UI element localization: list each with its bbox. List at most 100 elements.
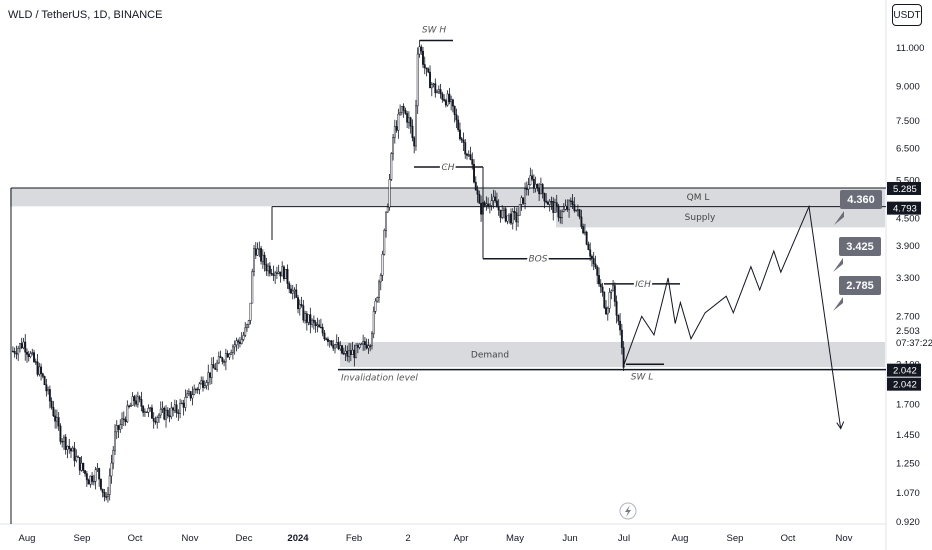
candle-body xyxy=(240,339,243,344)
candle-body xyxy=(68,445,71,449)
candle-body xyxy=(260,248,263,262)
candle-body xyxy=(295,289,298,298)
candle-body xyxy=(61,441,64,443)
candle-body xyxy=(367,345,370,349)
candle-body xyxy=(557,205,560,218)
target-badge-2.785 xyxy=(839,276,881,295)
candle-body xyxy=(360,343,363,345)
candle-body xyxy=(515,212,518,223)
price-tag-2042a xyxy=(887,363,921,377)
candle-body xyxy=(413,137,416,147)
candle-body xyxy=(20,343,23,349)
badge-pointer xyxy=(834,211,844,225)
candle-body xyxy=(228,353,231,358)
badge-pointer xyxy=(833,258,843,272)
candle-body xyxy=(309,314,312,325)
candle-body xyxy=(87,479,90,485)
countdown-label: 07:37:22 xyxy=(896,338,932,349)
candle-body xyxy=(131,396,134,406)
candle-body xyxy=(121,418,123,425)
time-tick-label: Dec xyxy=(236,533,253,544)
zone-label: Supply xyxy=(685,213,716,223)
candle-body xyxy=(47,389,50,392)
candle-body xyxy=(230,352,233,355)
candle-body xyxy=(71,447,74,452)
price-tick-label: 4.500 xyxy=(896,214,920,225)
time-tick-label: Sep xyxy=(727,533,744,544)
badge-pointer xyxy=(833,297,843,311)
candle-body xyxy=(598,275,600,285)
candle-body xyxy=(242,335,245,340)
candle-body xyxy=(550,201,553,203)
candle-body xyxy=(17,347,20,355)
candle-body xyxy=(471,159,474,165)
time-tick-label: Oct xyxy=(128,533,143,544)
candle-body xyxy=(429,71,431,89)
candle-body xyxy=(575,209,578,212)
price-tick-label: 7.500 xyxy=(896,116,920,127)
candle-body xyxy=(469,154,472,160)
currency-button[interactable]: USDT xyxy=(892,4,922,26)
candle-body xyxy=(277,271,280,274)
candle-body xyxy=(385,211,387,231)
candle-body xyxy=(587,243,590,250)
candle-body xyxy=(511,210,514,224)
candle-body xyxy=(568,200,571,210)
candle-body xyxy=(128,405,131,408)
time-tick-label: Nov xyxy=(836,533,853,544)
candle-body xyxy=(279,271,282,277)
price-tick-label: 2.700 xyxy=(896,311,920,322)
candle-body xyxy=(566,205,569,210)
candle-body xyxy=(133,396,136,402)
candle-body xyxy=(261,254,264,262)
candle-body xyxy=(608,292,611,309)
candle-body xyxy=(527,184,530,190)
candle-body xyxy=(564,205,567,210)
candle-body xyxy=(223,361,226,363)
price-axis: 11.000 9.000 7.500 6.500 5.500 4.500 3.900 3.30… xyxy=(885,0,924,550)
candle-body xyxy=(576,209,579,211)
target-badge-label: 4.360 xyxy=(847,194,875,206)
candle-body xyxy=(355,345,358,359)
candle-body xyxy=(249,302,252,321)
candle-body xyxy=(129,405,132,408)
candle-body xyxy=(11,350,14,353)
annotation-bos: BOS xyxy=(529,255,548,265)
candle-body xyxy=(265,264,268,272)
price-tag-2042b-label: 2.042 xyxy=(893,380,917,391)
candle-body xyxy=(427,68,430,73)
zone-demand xyxy=(340,342,885,368)
candle-body xyxy=(50,400,53,408)
candle-body xyxy=(36,361,39,375)
candle-body xyxy=(231,346,234,353)
candle-body xyxy=(29,353,32,357)
candle-body xyxy=(346,350,349,357)
candle-body xyxy=(434,83,437,94)
candle-body xyxy=(200,380,203,385)
last-price-label: 2.503 xyxy=(896,326,920,337)
candle-body xyxy=(24,341,27,353)
time-axis: Aug Sep Oct Nov Dec 2024 Feb 2 Apr May Jun Jul Aug Se… xyxy=(0,523,886,544)
candle-body xyxy=(238,341,241,344)
candle-body xyxy=(189,391,192,399)
candle-body xyxy=(620,329,623,348)
candle-body xyxy=(513,210,516,213)
price-tick-label: 0.920 xyxy=(896,517,920,528)
candle-body xyxy=(152,418,155,422)
candle-body xyxy=(585,231,588,245)
candle-body xyxy=(502,208,505,211)
candle-body xyxy=(490,200,493,206)
candle-body xyxy=(319,326,322,329)
price-tick-label: 3.900 xyxy=(896,241,920,252)
candle-body xyxy=(582,226,585,234)
candle-body xyxy=(38,366,41,375)
candle-body xyxy=(52,407,55,417)
target-badge-label: 2.785 xyxy=(846,280,874,292)
candle-body xyxy=(94,469,97,482)
candle-body xyxy=(474,181,477,191)
candle-body xyxy=(43,376,46,385)
candle-body xyxy=(337,342,340,350)
candle-body xyxy=(612,285,615,292)
candle-body xyxy=(122,418,125,420)
